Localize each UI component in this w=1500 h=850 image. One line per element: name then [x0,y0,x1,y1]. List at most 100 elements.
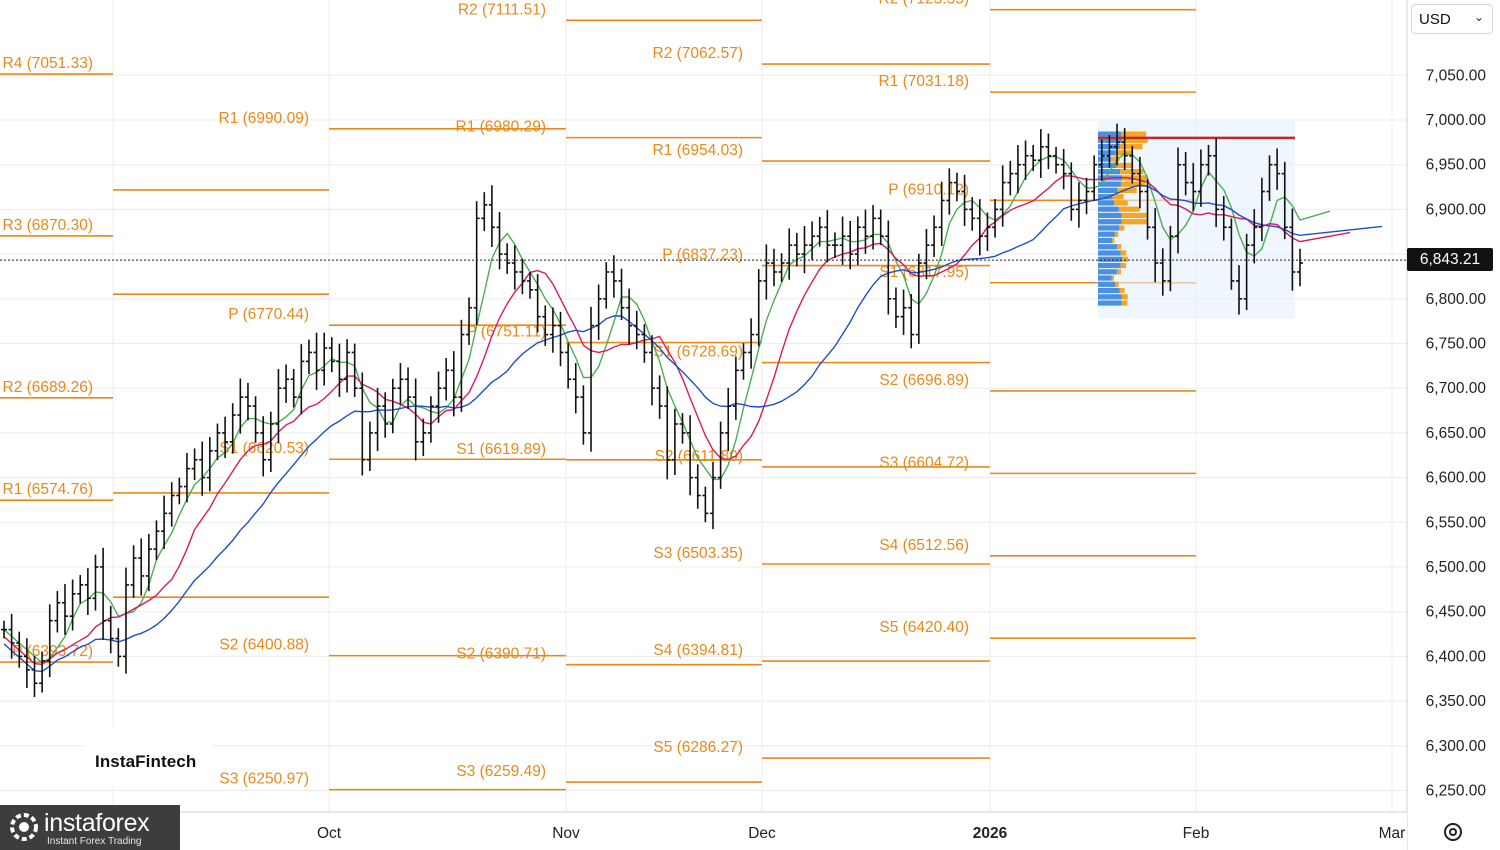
pivot-label: S2 (6400.88) [219,637,309,654]
price-bars [1,123,1303,697]
pivot-label: R2 (6689.26) [3,379,93,396]
pivot-label: S2 (6390.71) [456,646,546,663]
ma-fast-line [3,152,1331,664]
profile-bar-blue [1098,206,1119,212]
profile-bar-blue [1098,162,1117,168]
pivot-label: R4 (7051.33) [3,55,93,72]
last-price-tag: 6,843.21 [1407,248,1493,271]
pivot-label: S3 (6259.49) [456,763,546,780]
y-tick-label: 6,600.00 [1426,470,1487,487]
currency-selector[interactable]: USD ⌄ [1411,4,1493,34]
profile-bar-blue [1098,131,1122,137]
instafintech-logo: InstaFintech [86,727,212,785]
profile-bar-orange [1114,231,1119,237]
pivot-label: S1 (6620.53) [219,440,309,457]
brand-tagline: Instant Forex Trading [47,836,142,847]
profile-bar-orange [1121,131,1147,137]
profile-bar-orange [1114,200,1128,206]
moving-averages [3,152,1383,673]
y-tick-label: 6,550.00 [1426,514,1487,531]
y-tick-label: 7,050.00 [1426,67,1487,84]
pivot-label: R1 (6954.03) [653,142,743,159]
pivot-label: P (6751.11) [466,324,546,341]
y-tick-label: 6,800.00 [1426,291,1487,308]
profile-bar-orange [1121,294,1128,300]
pivot-label: R2 (7062.57) [653,45,743,62]
instaforex-logo-icon [10,813,38,841]
profile-bar-blue [1098,244,1118,250]
y-tick-label: 6,300.00 [1426,738,1487,755]
x-tick-label: Feb [1183,825,1210,842]
profile-bar-orange [1117,187,1137,194]
pivot-label: R1 (6990.09) [219,110,309,127]
profile-bar-orange [1117,244,1122,250]
x-axis-background [0,812,1407,850]
pivot-label: R1 (6574.76) [3,481,93,498]
profile-bar-blue [1098,287,1120,294]
pivot-label: S2 (6696.89) [879,372,969,389]
pivot-label: R1 (7031.18) [879,73,969,90]
chevron-down-icon: ⌄ [1473,10,1484,24]
x-tick-label: 2026 [973,825,1008,842]
profile-bar-blue [1098,237,1113,244]
profile-bar-orange [1120,262,1127,269]
pivot-label: S1 (6728.69) [653,344,743,361]
x-tick-label: Oct [317,825,342,842]
pivot-label: S3 (6604.72) [879,454,969,471]
brand-name: instaforex [44,809,150,837]
profile-bar-blue [1098,275,1112,281]
y-tick-label: 6,250.00 [1426,783,1487,800]
profile-bar-blue [1098,150,1116,156]
pivot-label: S5 (6286.27) [653,739,743,756]
profile-bar-orange [1118,206,1140,212]
profile-bar-blue [1098,181,1122,187]
profile-bar-orange [1121,175,1148,181]
pivot-label: S3 (6250.97) [219,771,309,788]
profile-bar-blue [1098,212,1122,219]
profile-bar-blue [1098,269,1117,275]
currency-label: USD [1419,11,1451,28]
pivot-label: R2 (7111.51) [458,1,546,18]
pivot-label: S3 (6503.35) [653,545,743,562]
settings-icon[interactable] [1440,819,1466,845]
pivot-label: R3 (6870.30) [3,217,93,234]
volume-profile [1098,120,1295,319]
profile-bar-blue [1098,250,1121,256]
y-tick-label: 6,350.00 [1426,693,1487,710]
pivot-label: P (6770.44) [228,306,309,323]
pivot-label: S4 (6512.56) [879,537,969,554]
profile-bar-blue [1098,294,1122,300]
profile-bar-orange [1121,300,1128,306]
y-tick-label: 6,750.00 [1426,336,1487,353]
y-tick-label: 6,950.00 [1426,157,1487,174]
profile-bar-orange [1119,287,1125,294]
profile-bar-blue [1098,262,1121,269]
profile-bar-orange [1116,269,1122,275]
pivot-levels: R4 (7051.33) R3 (6870.30) R2 (6689.26) R1 (… [0,0,1196,791]
profile-bar-orange [1121,137,1148,143]
profile-bar-blue [1098,231,1115,237]
profile-bar-orange [1111,156,1120,162]
pivot-label: S5 (6420.40) [879,619,969,636]
profile-bar-blue [1098,225,1120,231]
instaforex-watermark: instaforex Instant Forex Trading [0,805,180,850]
x-tick-label: Mar [1379,825,1406,842]
profile-bar-orange [1119,225,1125,231]
pivot-label: P (6837.23) [662,247,743,264]
profile-bar-orange [1115,150,1132,156]
profile-bar-orange [1112,237,1115,244]
profile-bar-orange [1121,219,1148,225]
profile-bar-blue [1098,200,1115,206]
y-tick-label: 6,450.00 [1426,604,1487,621]
y-tick-label: 6,700.00 [1426,380,1487,397]
profile-bar-blue [1098,194,1113,200]
y-tick-label: 6,400.00 [1426,648,1487,665]
profile-bar-blue [1098,281,1116,287]
pivot-label: P (6393.72) [12,643,93,660]
profile-bar-orange [1111,275,1114,281]
x-tick-label: Dec [748,825,776,842]
grid-lines [0,0,1407,812]
y-tick-label: 7,000.00 [1426,112,1487,129]
